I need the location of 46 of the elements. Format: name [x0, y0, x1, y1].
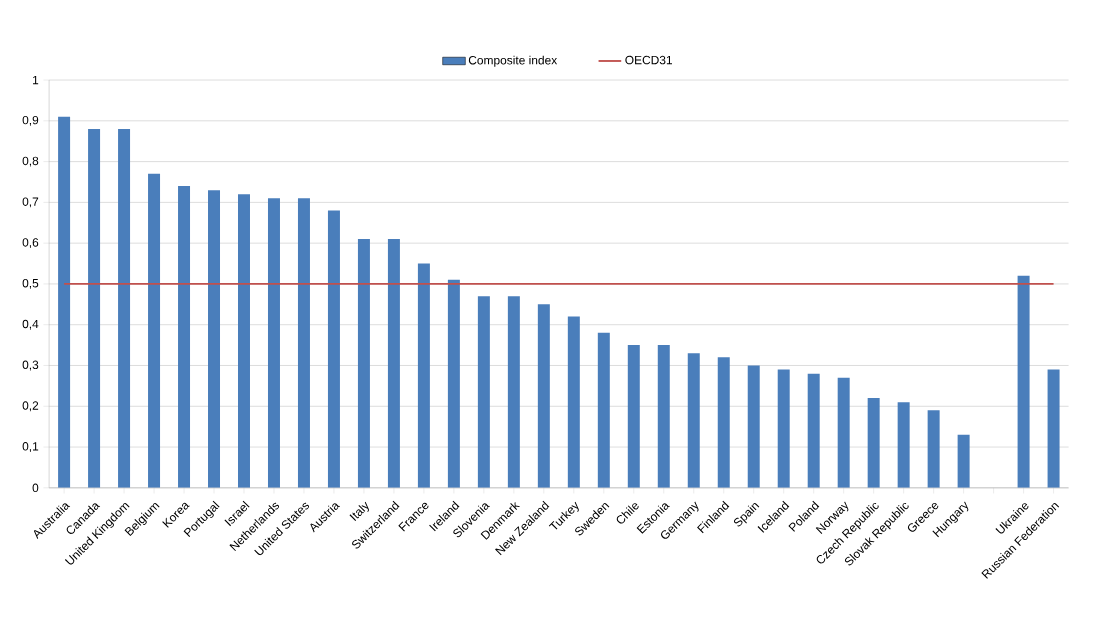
y-tick-label: 0,7	[22, 197, 39, 208]
bar	[297, 198, 310, 488]
y-tick-label: 0,6	[22, 238, 39, 249]
y-tick-label: 0	[32, 483, 39, 493]
bar	[118, 128, 131, 488]
legend-label: OECD31	[625, 55, 672, 65]
bar	[88, 128, 101, 488]
bar	[627, 345, 640, 488]
bar	[1017, 275, 1030, 488]
y-tick-label: 1	[33, 75, 39, 85]
y-tick-label: 0,3	[22, 360, 39, 371]
bar	[208, 190, 221, 488]
y-tick-label: 0,8	[22, 156, 39, 167]
y-tick-label: 0,5	[22, 279, 39, 289]
y-tick-label: 0,1	[22, 442, 39, 452]
bar	[417, 263, 430, 488]
bar	[657, 345, 670, 488]
bar	[267, 198, 280, 488]
bar	[807, 373, 820, 488]
bar	[178, 186, 191, 488]
bar	[537, 304, 550, 488]
bar	[447, 279, 460, 488]
bar	[837, 377, 850, 488]
bar	[597, 332, 610, 488]
bar	[957, 434, 970, 488]
bar	[58, 116, 71, 488]
bar	[327, 210, 340, 488]
legend-label: Composite index	[468, 55, 558, 67]
bar	[357, 239, 370, 488]
y-tick-label: 0,4	[22, 319, 39, 330]
bar	[1047, 369, 1060, 488]
bar	[507, 296, 520, 488]
bar	[777, 369, 790, 488]
bar	[687, 353, 700, 488]
bar	[747, 365, 760, 488]
bar	[387, 239, 400, 488]
bar	[567, 316, 580, 488]
bar	[897, 402, 910, 488]
bar	[717, 357, 730, 488]
bar	[867, 398, 880, 488]
y-tick-label: 0,2	[22, 401, 39, 412]
y-tick-label: 0,9	[22, 115, 39, 126]
bar	[148, 173, 161, 488]
bar	[238, 194, 250, 488]
bar	[927, 410, 940, 488]
bar	[477, 296, 490, 488]
